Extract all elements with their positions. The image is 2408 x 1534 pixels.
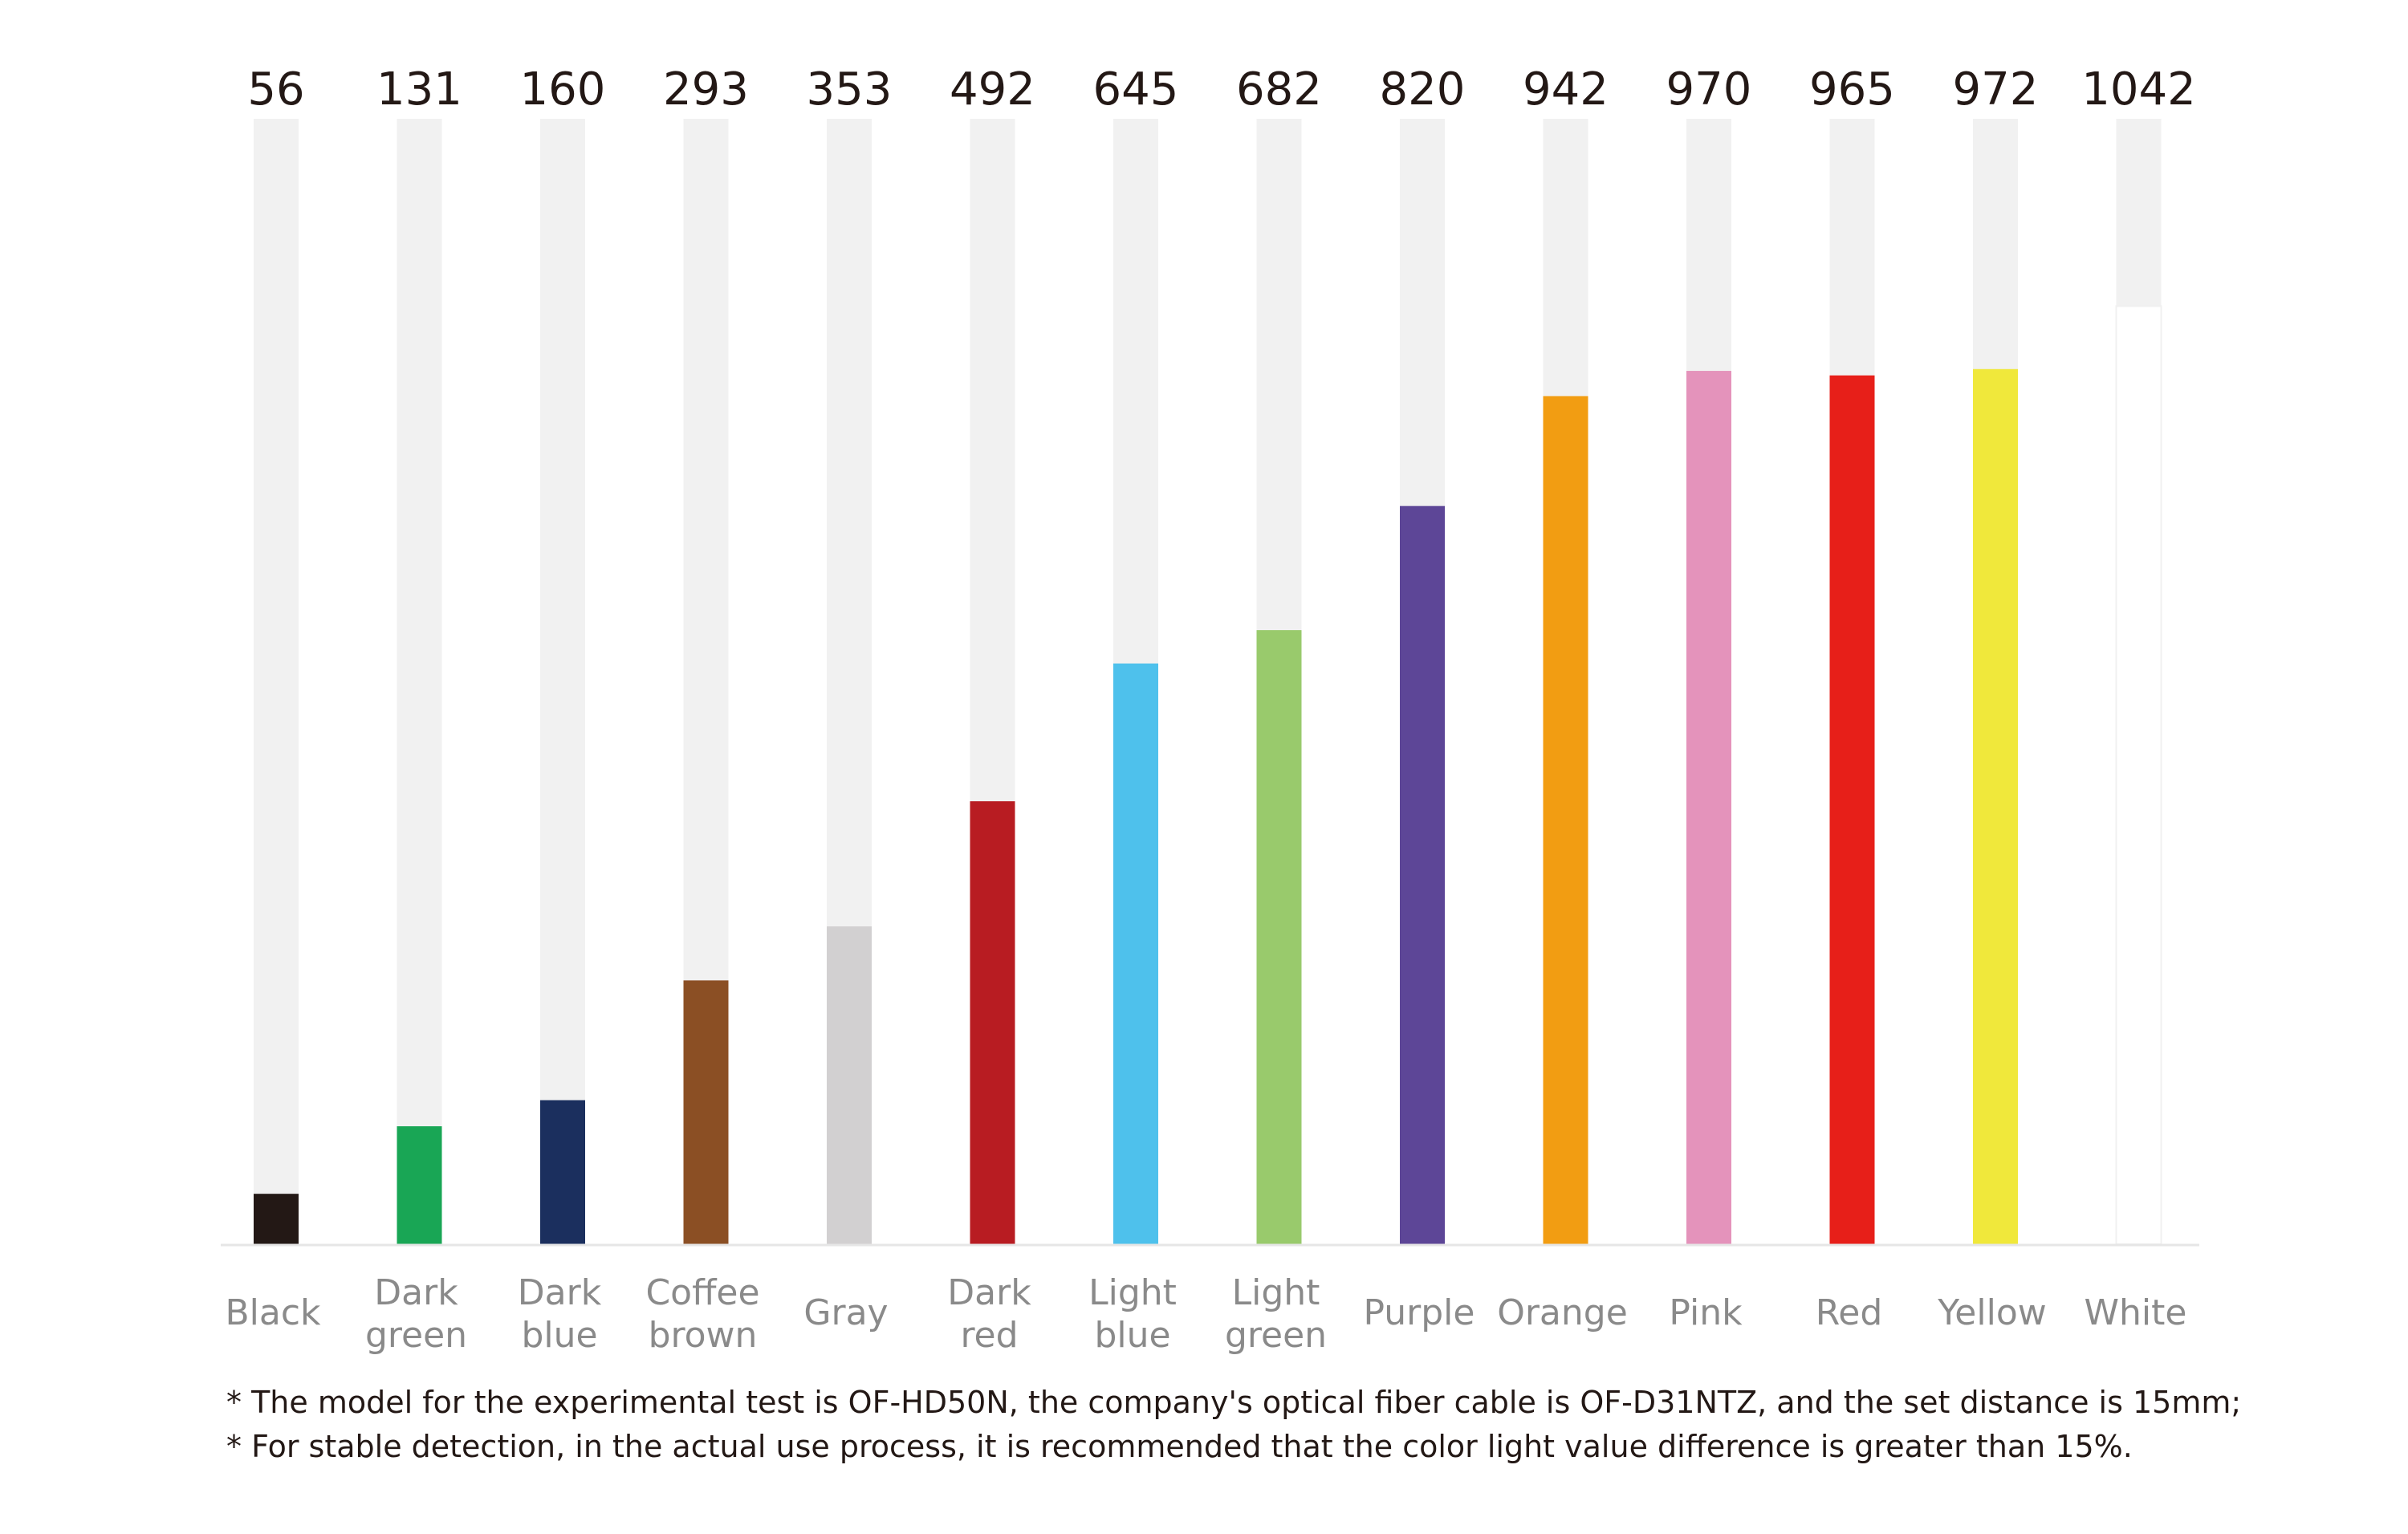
category-label-line: Light <box>1088 1272 1177 1313</box>
track-dark-green <box>397 119 442 1244</box>
bar-coffee-brown <box>683 980 729 1244</box>
value-label-pink: 970 <box>1666 63 1752 116</box>
category-label-white: White <box>2085 1292 2187 1333</box>
bar-dark-green <box>397 1126 442 1244</box>
value-label-coffee-brown: 293 <box>663 63 749 116</box>
category-label-light-blue: Light blue <box>1088 1272 1177 1356</box>
category-label-purple: Purple <box>1364 1292 1475 1333</box>
category-label-dark-red: Dark red <box>947 1272 1031 1356</box>
bar-black <box>254 1194 299 1244</box>
category-label-line: blue <box>1094 1315 1170 1356</box>
bar-pink <box>1686 371 1731 1245</box>
category-label-pink: Pink <box>1669 1292 1743 1333</box>
footnote-recommendation: * For stable detection, in the actual us… <box>226 1429 2133 1464</box>
track-black <box>254 119 299 1244</box>
category-label-line: White <box>2085 1292 2187 1333</box>
value-label-dark-blue: 160 <box>520 63 606 116</box>
value-label-red: 965 <box>1809 63 1895 116</box>
bar-yellow <box>1973 368 2018 1244</box>
category-label-line: brown <box>649 1315 758 1356</box>
category-label-line: green <box>1225 1315 1327 1356</box>
category-label-line: Coffee <box>645 1272 759 1313</box>
category-label-line: Dark <box>947 1272 1031 1313</box>
value-label-orange: 942 <box>1523 63 1609 116</box>
value-label-light-green: 682 <box>1236 63 1322 116</box>
bar-red <box>1829 375 1875 1244</box>
category-label-line: Dark <box>518 1272 602 1313</box>
category-label-orange: Orange <box>1497 1292 1628 1333</box>
bar-tracks <box>254 119 2162 1244</box>
bars <box>254 305 2162 1245</box>
category-label-red: Red <box>1816 1292 1883 1333</box>
track-dark-blue <box>540 119 585 1244</box>
category-label-line: Black <box>225 1292 321 1333</box>
category-label-line: Gray <box>803 1292 888 1333</box>
footnote-model: * The model for the experimental test is… <box>226 1385 2242 1420</box>
value-label-light-blue: 645 <box>1093 63 1179 116</box>
value-label-white: 1042 <box>2081 63 2196 116</box>
category-label-line: Light <box>1232 1272 1320 1313</box>
bar-gray <box>827 926 872 1244</box>
bar-white <box>2115 305 2162 1245</box>
value-label-dark-green: 131 <box>376 63 462 116</box>
value-label-gray: 353 <box>807 63 893 116</box>
bar-orange <box>1543 396 1588 1245</box>
category-label-line: Purple <box>1364 1292 1475 1333</box>
category-label-coffee-brown: Coffee brown <box>645 1272 759 1356</box>
bar-dark-blue <box>540 1100 585 1244</box>
category-label-line: green <box>365 1315 467 1356</box>
category-label-line: red <box>960 1315 1018 1356</box>
bar-chart: 56 131 160 293 353 492 645 682 820 942 970 965 972 10… <box>221 63 2199 1356</box>
category-label-line: blue <box>521 1315 597 1356</box>
value-label-yellow: 972 <box>1953 63 2039 116</box>
value-label-dark-red: 492 <box>950 63 1035 116</box>
category-label-line: Dark <box>374 1272 458 1313</box>
category-label-line: Yellow <box>1937 1292 2046 1333</box>
value-label-black: 56 <box>247 63 304 116</box>
bar-light-blue <box>1113 663 1158 1244</box>
category-label-line: Red <box>1816 1292 1883 1333</box>
bar-dark-red <box>970 801 1015 1244</box>
category-label-line: Orange <box>1497 1292 1628 1333</box>
category-label-light-green: Light green <box>1225 1272 1327 1356</box>
bar-light-green <box>1256 630 1302 1244</box>
value-labels: 56 131 160 293 353 492 645 682 820 942 970 965 972 10… <box>247 63 2195 116</box>
category-label-yellow: Yellow <box>1937 1292 2046 1333</box>
bar-purple <box>1400 506 1445 1244</box>
category-label-dark-blue: Dark blue <box>518 1272 602 1356</box>
category-label-line: Pink <box>1669 1292 1743 1333</box>
category-label-black: Black <box>225 1292 321 1333</box>
category-label-dark-green: Dark green <box>365 1272 467 1356</box>
category-label-gray: Gray <box>803 1292 888 1333</box>
value-label-purple: 820 <box>1380 63 1466 116</box>
